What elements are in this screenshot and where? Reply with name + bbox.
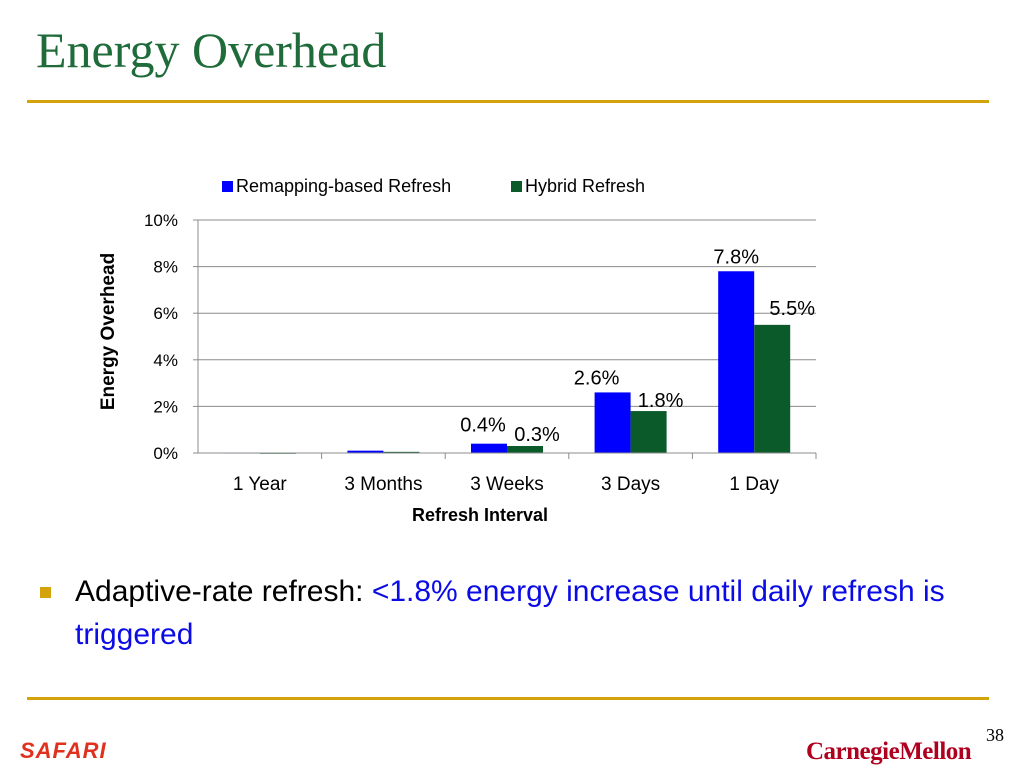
y-tick-label: 10% bbox=[144, 211, 178, 230]
page-number: 38 bbox=[986, 725, 1004, 745]
legend-swatch-remapping bbox=[222, 181, 233, 192]
data-label: 2.6% bbox=[574, 367, 620, 389]
data-label: 7.8% bbox=[713, 246, 759, 268]
legend-label: Hybrid Refresh bbox=[525, 176, 645, 196]
bullet-text: Adaptive-rate refresh: <1.8% energy incr… bbox=[75, 570, 955, 656]
bar-hybrid bbox=[383, 451, 420, 453]
bar-hybrid bbox=[630, 411, 667, 453]
y-axis-title: Energy Overhead bbox=[98, 253, 119, 410]
bullet-prefix: Adaptive-rate refresh: bbox=[75, 575, 364, 608]
safari-logo: SAFARI bbox=[20, 738, 107, 763]
bar-remapping bbox=[718, 271, 755, 453]
bar-remapping bbox=[471, 443, 507, 453]
legend-label: Remapping-based Refresh bbox=[236, 176, 451, 196]
bar-hybrid bbox=[507, 446, 543, 453]
x-tick-label: 3 Days bbox=[601, 474, 660, 495]
bullet-square-icon bbox=[40, 587, 51, 598]
bar-hybrid bbox=[754, 324, 791, 453]
legend-swatch-hybrid bbox=[511, 181, 522, 192]
data-label: 5.5% bbox=[769, 298, 815, 320]
x-axis-title: Refresh Interval bbox=[412, 505, 548, 525]
bar-remapping bbox=[594, 392, 631, 453]
bottom-divider bbox=[27, 697, 989, 700]
x-tick-label: 1 Day bbox=[729, 474, 779, 495]
x-tick-label: 3 Weeks bbox=[470, 474, 544, 495]
x-tick-label: 1 Year bbox=[233, 474, 288, 495]
data-label: 0.3% bbox=[514, 424, 560, 446]
y-tick-label: 0% bbox=[153, 444, 178, 463]
data-label: 1.8% bbox=[638, 390, 684, 412]
y-tick-label: 2% bbox=[153, 397, 178, 416]
y-tick-label: 8% bbox=[153, 258, 178, 277]
y-tick-label: 4% bbox=[153, 351, 178, 370]
bullet-highlight: <1.8% energy increase until daily refres… bbox=[75, 575, 945, 651]
energy-overhead-chart: 0% 2% 4% 6% 8% 10% 1 Year 3 Months 3 Weeks 0.4% 0.… bbox=[98, 176, 817, 525]
carnegie-mellon-logo: CarnegieMellon bbox=[806, 738, 972, 765]
bar-remapping bbox=[347, 450, 384, 453]
slide-title: Energy Overhead bbox=[36, 22, 387, 78]
y-tick-label: 6% bbox=[153, 304, 178, 323]
x-tick-label: 3 Months bbox=[344, 474, 422, 495]
data-label: 0.4% bbox=[460, 415, 506, 437]
top-divider bbox=[27, 100, 989, 103]
